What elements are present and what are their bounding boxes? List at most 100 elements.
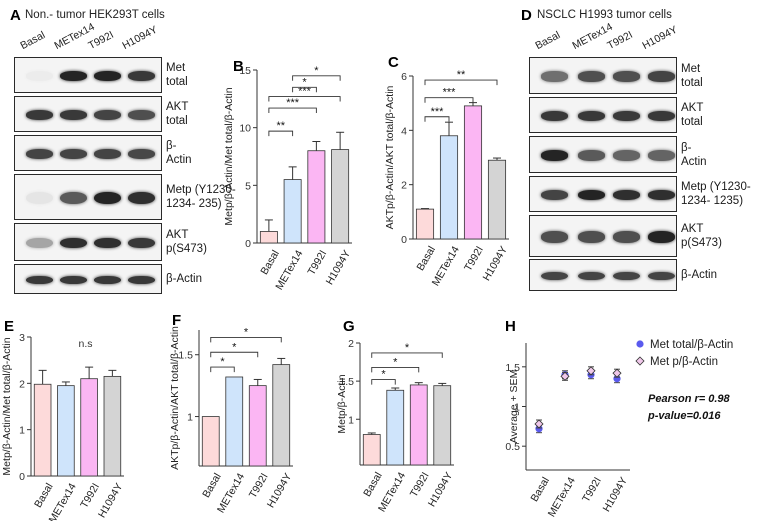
- significance-bracket: [292, 86, 317, 93]
- panel-letter: G: [343, 318, 355, 335]
- panel-d-blot-label-line: β-: [681, 141, 692, 154]
- panel-d-band: [540, 110, 568, 122]
- panel-a-blot-strip: [14, 223, 162, 261]
- panel-a-blot-label-line: 1234- 235): [166, 198, 222, 210]
- significance-bracket: [268, 130, 294, 137]
- significance-label: *: [314, 65, 319, 77]
- x-tick-label: T992I: [247, 471, 271, 500]
- bar: [415, 208, 435, 240]
- panel-a-blot-label-line: total: [166, 115, 188, 127]
- bar: [201, 416, 220, 467]
- significance-bracket: [210, 336, 282, 343]
- panel-d-band: [647, 150, 675, 161]
- panel-a-band: [93, 109, 121, 121]
- ns-annotation: n.s: [78, 338, 92, 350]
- panel-a-title: Non.- tumor HEK293T cells: [25, 9, 165, 21]
- panel-d-blot-label-line: AKT: [681, 223, 704, 235]
- y-tick-label: 1.5: [339, 376, 354, 388]
- bar: [283, 179, 302, 244]
- panel-a-blot-label-line: total: [166, 76, 188, 88]
- panel-d-band: [612, 231, 640, 243]
- significance-bracket: [268, 107, 317, 114]
- y-tick-label: 2: [19, 378, 25, 390]
- panel-a-band: [127, 148, 155, 160]
- panel-d-band: [540, 189, 568, 201]
- panel-a-blot-strip: [14, 174, 162, 220]
- panel-d-blot-label-line: total: [681, 76, 703, 89]
- panel-d-band: [612, 271, 640, 281]
- panel-a-band: [93, 70, 121, 82]
- panel-d-blot-label: β-Actin: [681, 268, 717, 282]
- bar: [439, 135, 459, 240]
- panel-a-band: [25, 275, 53, 285]
- panel-a-band: [25, 70, 53, 82]
- significance-label: *: [244, 326, 249, 338]
- panel-a-band: [93, 275, 121, 285]
- panel-letter-d: D: [521, 7, 532, 24]
- panel-d-blot-strip: [529, 97, 677, 133]
- panel-a-blot-strip: [14, 96, 162, 132]
- panel-d-blot-label: AKT p(S473): [681, 222, 722, 250]
- x-tick-label: Basal: [528, 475, 552, 504]
- x-tick-label: T992I: [462, 244, 486, 273]
- panel-a-blot-label: Metp (Y1230- 1234- 235): [166, 183, 236, 211]
- data-point: [534, 419, 544, 429]
- panel-d-band: [612, 150, 640, 161]
- y-axis-label: Average + SEM: [508, 370, 520, 444]
- bar: [248, 385, 267, 467]
- bar: [225, 376, 244, 467]
- y-tick-label: 10: [239, 123, 251, 135]
- y-tick-label: 4: [401, 125, 407, 137]
- bar: [307, 150, 326, 244]
- bar: [433, 385, 452, 466]
- panel-a-band: [59, 109, 87, 121]
- bar: [80, 378, 98, 477]
- panel-d-blot-label: Met total: [681, 62, 703, 90]
- data-point: [612, 368, 622, 378]
- x-tick-label: Basal: [361, 470, 385, 499]
- y-tick-label: 2: [348, 338, 354, 350]
- panel-d-band: [647, 71, 675, 82]
- panel-d-band: [540, 71, 568, 82]
- data-point: [586, 366, 596, 376]
- chart-b: B 0 5 10 15 Metp/β-Actin/Met total/β-Actin Bas…: [223, 58, 353, 292]
- panel-a-blot-strip: [14, 135, 162, 171]
- x-tick-label: T992I: [78, 481, 102, 510]
- significance-bracket: [371, 366, 420, 373]
- legend-label: Met total/β-Actin: [650, 339, 733, 351]
- significance-label: *: [232, 341, 237, 353]
- panel-a-blot-label-line: AKT: [166, 229, 189, 241]
- panel-d-blot-label-line: β-Actin: [681, 269, 718, 281]
- panel-d-blot-label-line: p(S473): [681, 237, 722, 249]
- x-tick-label: Basal: [414, 244, 438, 273]
- x-tick-label: T992I: [408, 470, 432, 499]
- panel-a-band: [25, 109, 53, 121]
- bar: [103, 375, 122, 477]
- bar: [331, 149, 350, 244]
- panel-a-band: [127, 109, 155, 121]
- y-axis-label: Metp/β-Actin: [336, 374, 348, 433]
- significance-bracket: [210, 351, 259, 358]
- panel-a-blot-strip: [14, 264, 162, 294]
- panel-d-band: [612, 71, 640, 82]
- panel-a-blot-label-line: AKT: [166, 101, 189, 113]
- panel-a-blot-label-line: Met: [166, 62, 186, 74]
- panel-d-band: [577, 231, 605, 243]
- panel-d-band: [647, 189, 675, 201]
- significance-label: *: [381, 369, 386, 381]
- x-tick-label: T992I: [306, 248, 330, 277]
- panel-a-band: [59, 70, 87, 82]
- significance-bracket: [210, 366, 235, 373]
- significance-bracket: [371, 379, 396, 385]
- significance-label: **: [457, 69, 466, 81]
- panel-d-blot-strip: [529, 57, 677, 94]
- panel-d-blot-label-line: Met: [681, 62, 701, 75]
- stats-annotation: Pearson r= 0.98: [648, 393, 731, 405]
- panel-d-blot-label: AKT total: [681, 101, 703, 129]
- panel-a-blot-label-line: Actin: [166, 154, 192, 166]
- x-tick-label: T992I: [580, 475, 604, 504]
- bar: [272, 364, 291, 467]
- y-axis-label: AKTp/β-Actin/AKT total/β-Actin: [384, 85, 396, 229]
- significance-bracket: [268, 96, 341, 102]
- panel-d-blot-label: β-Actin: [681, 141, 707, 169]
